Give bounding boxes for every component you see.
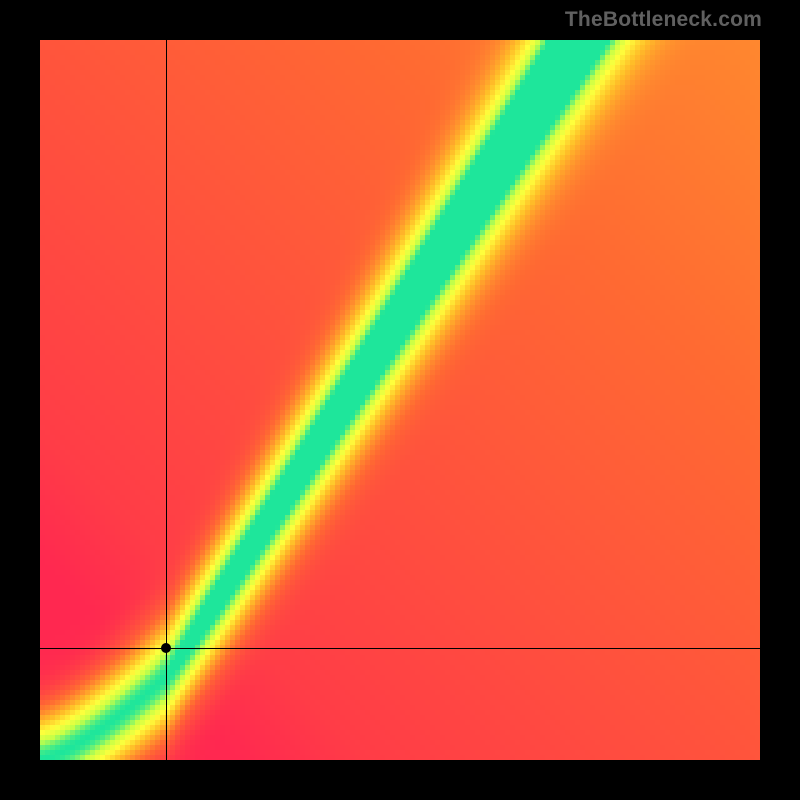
- watermark-text: TheBottleneck.com: [565, 8, 762, 32]
- crosshair-dot: [161, 643, 171, 653]
- heatmap-plot: [40, 40, 760, 760]
- crosshair-horizontal: [40, 648, 760, 649]
- heatmap-canvas: [40, 40, 760, 760]
